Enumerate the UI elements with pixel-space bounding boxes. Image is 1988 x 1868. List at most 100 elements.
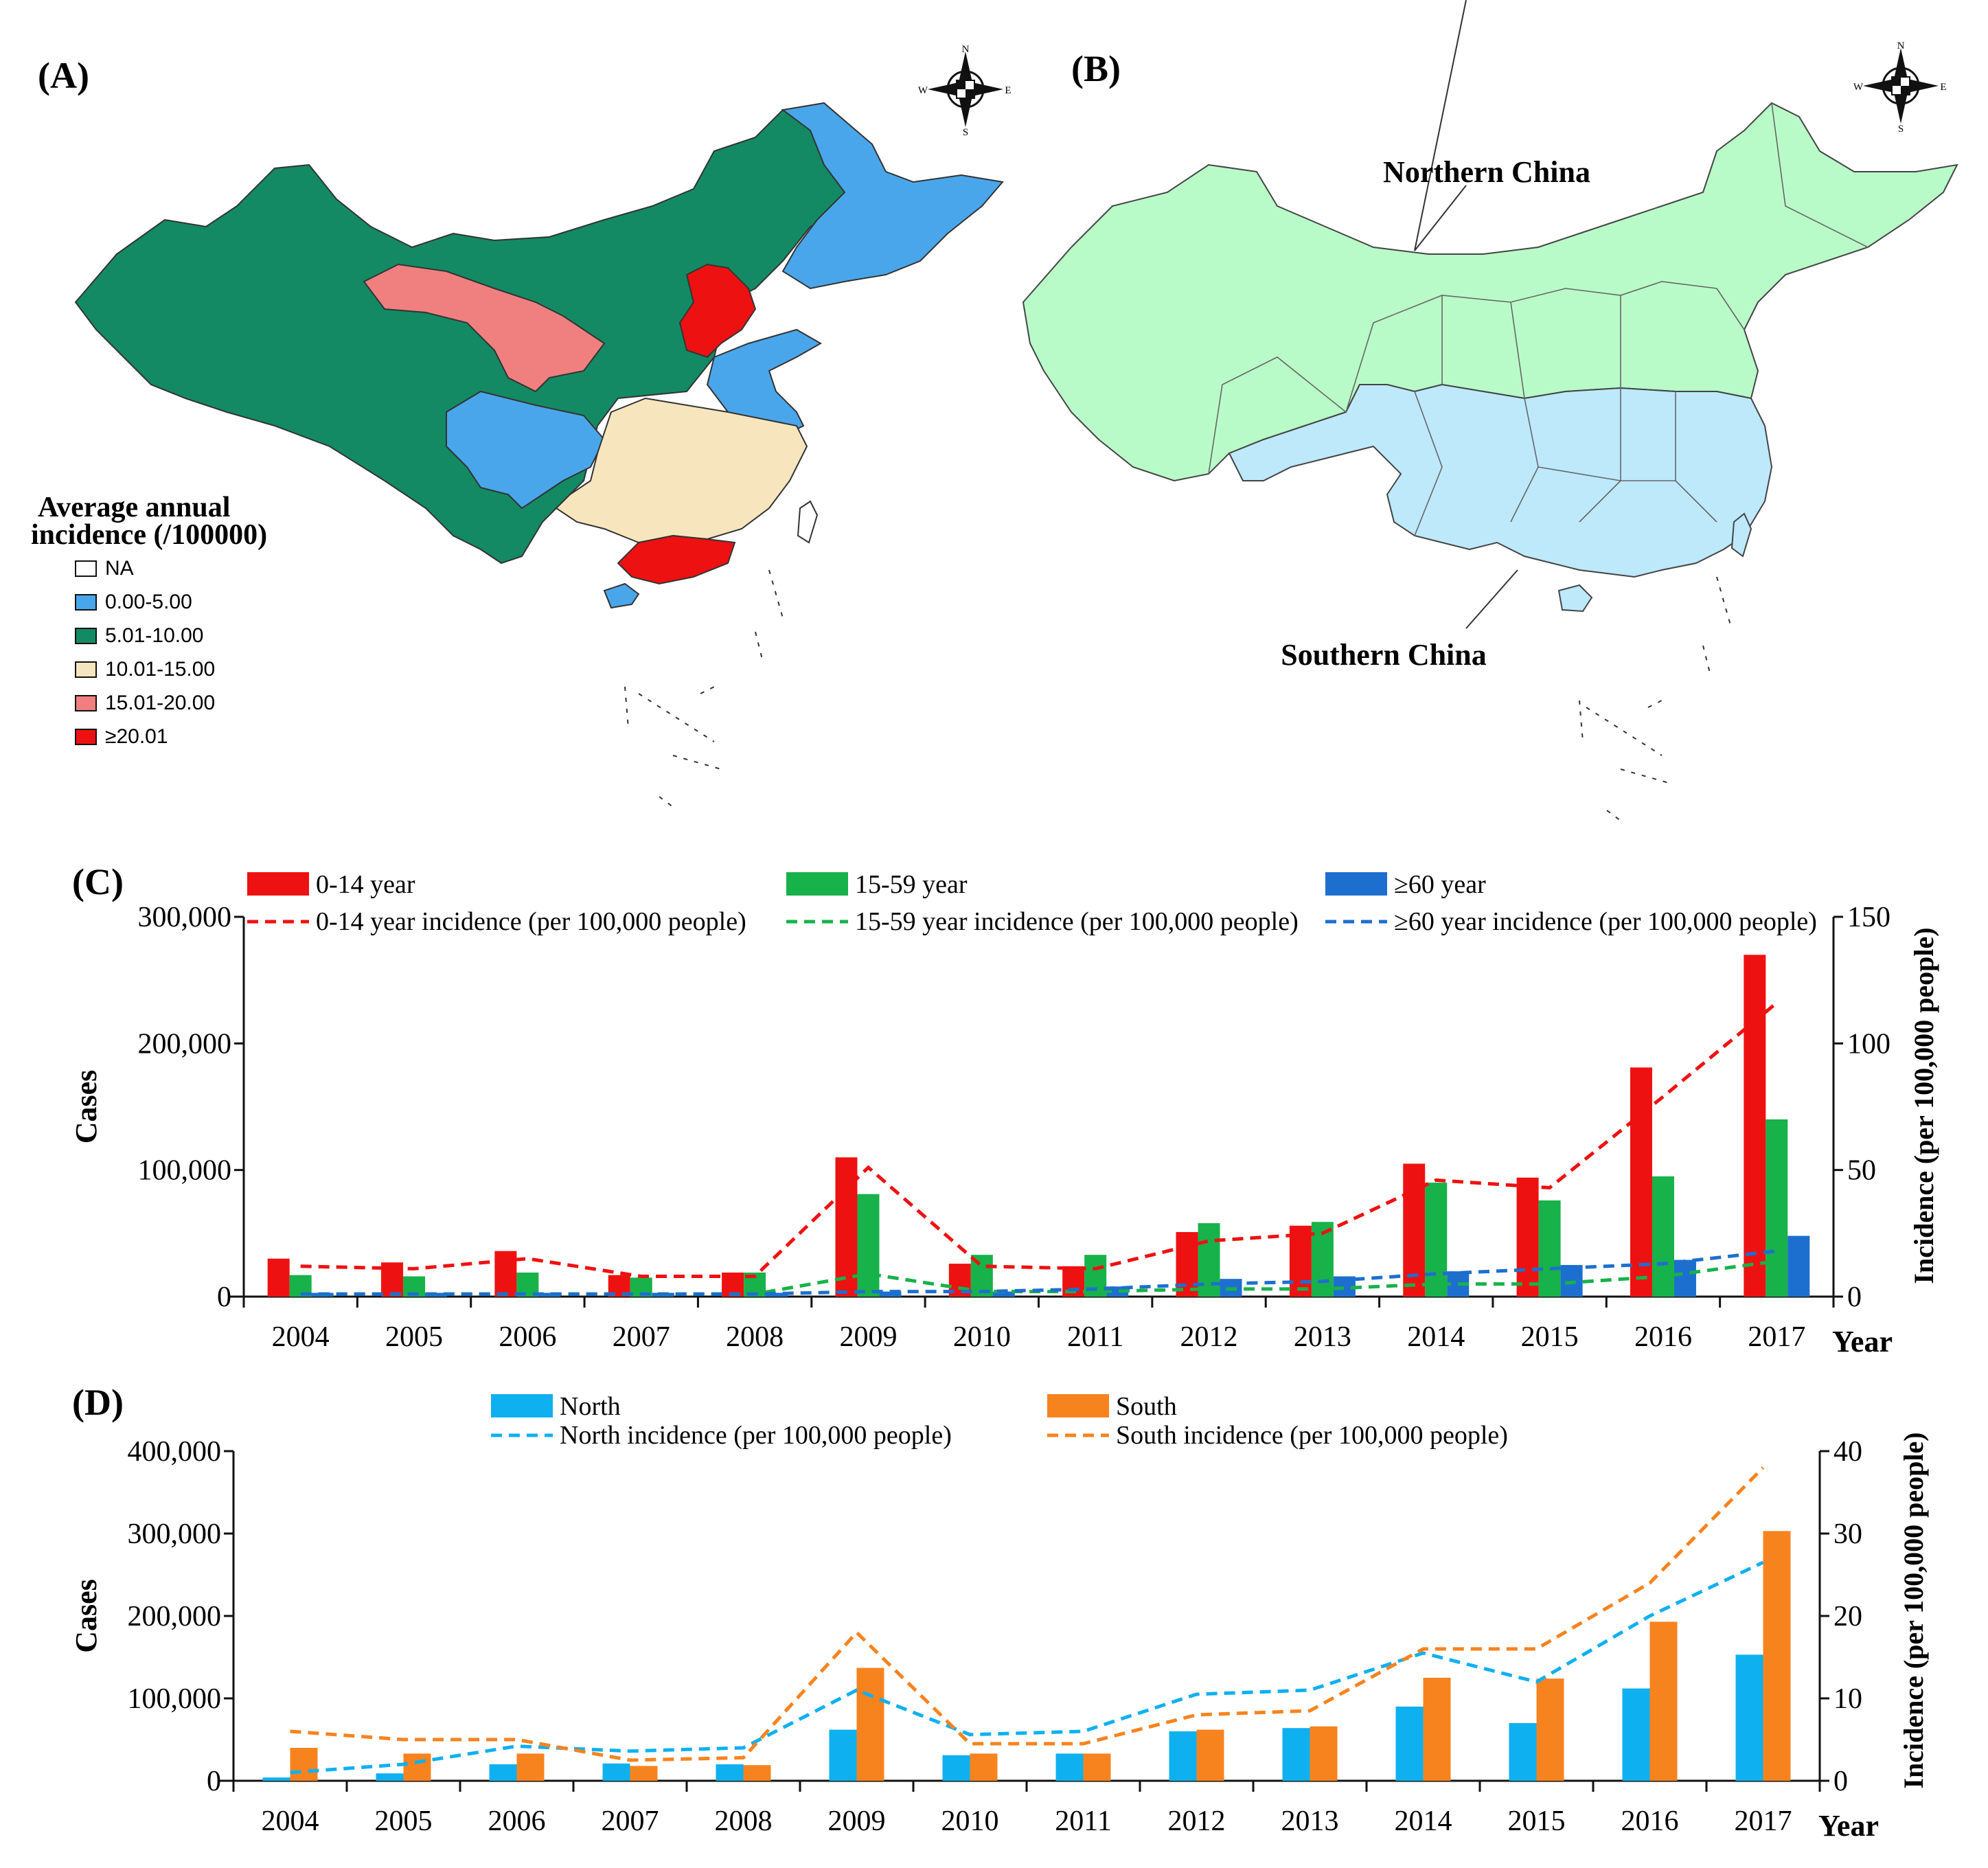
legend-label-2: 5.01-10.00 bbox=[105, 624, 203, 647]
x-tick-label: 2007 bbox=[613, 1321, 670, 1353]
y-tick-label-right: 10 bbox=[1833, 1683, 1862, 1715]
map-b-taiwan bbox=[1730, 512, 1752, 558]
map-a-region-green bbox=[74, 109, 867, 565]
legend-swatch-2 bbox=[1325, 872, 1387, 896]
x-axis-title: Year bbox=[1818, 1809, 1879, 1843]
map-a-compass: N S E W bbox=[918, 44, 1012, 138]
line-series-3 bbox=[300, 1001, 1778, 1278]
y-tick-label-left: 400,000 bbox=[128, 1436, 222, 1468]
y-tick-label-right: 0 bbox=[1833, 1766, 1848, 1797]
bar-0-2006 bbox=[494, 1251, 517, 1297]
map-b-borders bbox=[1208, 102, 1869, 536]
x-axis-title: Year bbox=[1832, 1325, 1893, 1358]
panel-d-label: (D) bbox=[72, 1382, 124, 1423]
y-tick-label-left: 100,000 bbox=[128, 1683, 222, 1715]
map-b-south-region bbox=[1228, 383, 1773, 578]
compass-a-w: W bbox=[918, 85, 928, 96]
x-tick-label: 2011 bbox=[1067, 1321, 1123, 1353]
bar-0-2007 bbox=[602, 1763, 630, 1781]
panel-a-label: (A) bbox=[38, 55, 89, 96]
map-a-region-northeast bbox=[781, 102, 1004, 290]
x-tick-label: 2009 bbox=[828, 1806, 886, 1837]
south-callout-line bbox=[1465, 569, 1518, 629]
legend-swatch-5 bbox=[75, 729, 97, 745]
x-tick-label: 2011 bbox=[1055, 1806, 1111, 1837]
x-tick-label: 2010 bbox=[953, 1321, 1011, 1353]
bar-0-2011 bbox=[1055, 1753, 1084, 1781]
line-series-2 bbox=[290, 1560, 1764, 1775]
bar-0-2012 bbox=[1169, 1731, 1197, 1781]
x-tick-label: 2009 bbox=[839, 1321, 897, 1353]
x-tick-label: 2010 bbox=[941, 1806, 999, 1837]
x-tick-label: 2005 bbox=[385, 1321, 443, 1353]
legend-label-5: ≥60 year incidence (per 100,000 people) bbox=[1394, 907, 1817, 936]
bar-1-2017 bbox=[1766, 1119, 1788, 1297]
bar-1-2012 bbox=[1196, 1729, 1224, 1781]
map-a-islands bbox=[624, 569, 784, 808]
y2-axis-title: Incidence (per 100,000 people) bbox=[1908, 927, 1939, 1284]
bar-2-2009 bbox=[879, 1291, 902, 1297]
bar-0-2013 bbox=[1289, 1225, 1312, 1297]
y-axis-title: Cases bbox=[69, 1579, 103, 1653]
legend-swatch-1 bbox=[1047, 1394, 1109, 1417]
bar-1-2011 bbox=[1083, 1753, 1111, 1781]
x-tick-label: 2017 bbox=[1735, 1806, 1792, 1837]
line-series-5 bbox=[300, 1249, 1777, 1296]
chart-c: 0 100,000 200,000 300,000 0 50 100 150 2004 2005 2… bbox=[69, 870, 1939, 1358]
bar-1-2007 bbox=[630, 1766, 658, 1781]
legend-label-0: NA bbox=[105, 557, 134, 580]
map-a-region-southwest-blue bbox=[446, 390, 606, 510]
southern-china-label: Southern China bbox=[1281, 638, 1487, 672]
x-tick-label: 2012 bbox=[1168, 1806, 1226, 1837]
legend-label-0: North bbox=[560, 1392, 621, 1421]
compass-b-w: W bbox=[1853, 82, 1864, 93]
y-tick-label-left: 300,000 bbox=[128, 1518, 222, 1550]
legend-label-3: South incidence (per 100,000 people) bbox=[1116, 1421, 1508, 1450]
map-a-region-beige bbox=[555, 397, 808, 544]
bar-1-2015 bbox=[1536, 1678, 1564, 1781]
map-b-compass: N S E W bbox=[1853, 41, 1947, 135]
legend-swatch-2 bbox=[75, 628, 97, 644]
y-tick-label-right: 150 bbox=[1847, 902, 1890, 933]
bar-1-2016 bbox=[1649, 1621, 1678, 1781]
north-callout-line bbox=[1414, 0, 1467, 251]
bar-0-2016 bbox=[1622, 1688, 1650, 1781]
map-a-legend: Average annual incidence (/100000) NA 0.0… bbox=[31, 492, 267, 748]
map-a-region-north-red bbox=[678, 263, 757, 358]
legend-title-line2: incidence (/100000) bbox=[31, 519, 267, 551]
panel-b-label: (B) bbox=[1071, 48, 1121, 89]
legend-swatch-3 bbox=[75, 661, 97, 678]
bar-0-2009 bbox=[829, 1729, 857, 1781]
bar-0-2006 bbox=[489, 1764, 517, 1781]
y-tick-label-right: 20 bbox=[1833, 1601, 1862, 1632]
map-b-islands bbox=[1579, 576, 1731, 821]
x-tick-label: 2006 bbox=[488, 1806, 546, 1837]
north-callout-line-2 bbox=[1414, 185, 1467, 251]
map-a bbox=[74, 102, 1004, 808]
x-tick-label: 2016 bbox=[1634, 1321, 1692, 1353]
bar-1-2008 bbox=[743, 1765, 771, 1781]
legend-swatch-0 bbox=[75, 560, 97, 577]
x-tick-label: 2006 bbox=[499, 1321, 556, 1353]
bar-1-2010 bbox=[970, 1753, 998, 1781]
legend-label-2: ≥60 year bbox=[1394, 870, 1486, 899]
bar-1-2014 bbox=[1425, 1183, 1448, 1297]
bar-1-2005 bbox=[403, 1753, 431, 1781]
x-tick-label: 2008 bbox=[726, 1321, 784, 1353]
x-tick-label: 2005 bbox=[375, 1806, 433, 1837]
compass-a-e: E bbox=[1005, 85, 1011, 96]
bar-0-2015 bbox=[1516, 1177, 1539, 1297]
y-tick-label-right: 50 bbox=[1847, 1155, 1876, 1187]
legend-label-3: 0-14 year incidence (per 100,000 people) bbox=[316, 907, 746, 936]
bar-0-2004 bbox=[262, 1777, 290, 1781]
x-tick-label: 2014 bbox=[1407, 1321, 1465, 1353]
compass-b-e: E bbox=[1940, 82, 1946, 93]
x-tick-label: 2004 bbox=[272, 1321, 330, 1353]
compass-b-s: S bbox=[1898, 124, 1904, 135]
legend-swatch-0 bbox=[247, 872, 309, 896]
compass-a-n: N bbox=[962, 44, 970, 55]
x-tick-label: 2013 bbox=[1281, 1806, 1339, 1837]
map-a-region-pink bbox=[363, 263, 606, 393]
legend-swatch-1 bbox=[786, 872, 848, 896]
